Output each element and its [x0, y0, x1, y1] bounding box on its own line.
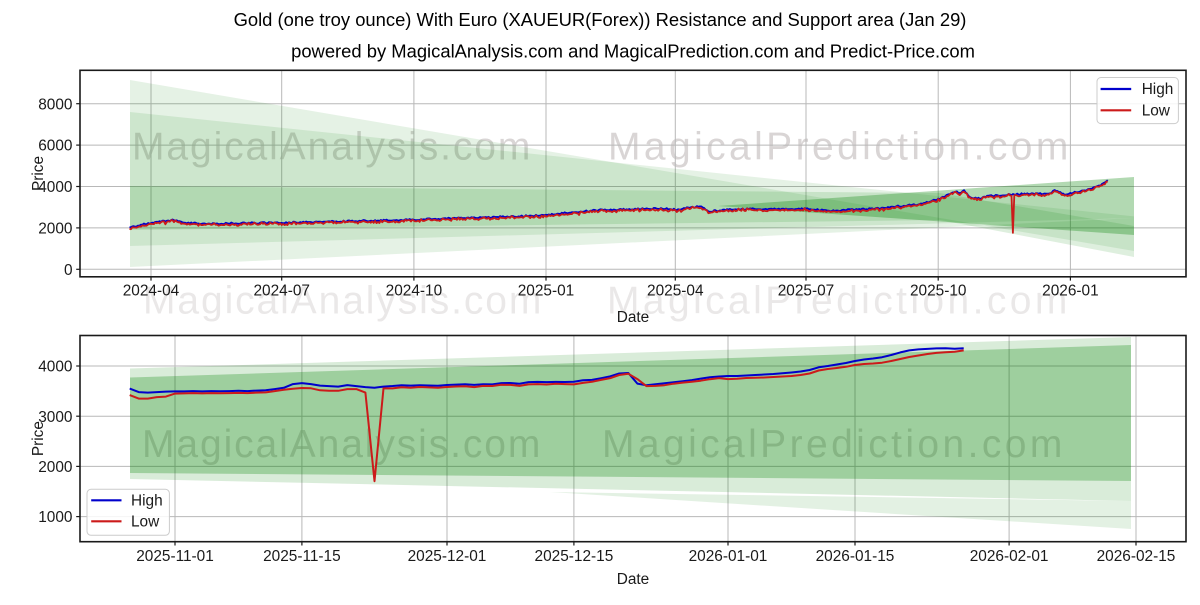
- svg-text:MagicalAnalysis.com: MagicalAnalysis.com: [132, 126, 532, 169]
- svg-text:MagicalPrediction.com: MagicalPrediction.com: [602, 423, 1066, 466]
- svg-text:2025-01: 2025-01: [518, 283, 574, 300]
- svg-text:0: 0: [64, 262, 73, 279]
- svg-text:powered by MagicalAnalysis.com: powered by MagicalAnalysis.com and Magic…: [291, 41, 975, 62]
- svg-text:4000: 4000: [38, 359, 72, 376]
- svg-text:2025-04: 2025-04: [647, 283, 704, 300]
- svg-text:2025-12-01: 2025-12-01: [408, 548, 487, 565]
- svg-text:MagicalAnalysis.com: MagicalAnalysis.com: [142, 423, 542, 466]
- svg-text:Date: Date: [617, 571, 650, 588]
- svg-text:2025-07: 2025-07: [778, 283, 834, 300]
- svg-text:1000: 1000: [38, 509, 72, 526]
- svg-text:Price: Price: [30, 421, 47, 456]
- svg-text:Date: Date: [617, 309, 650, 326]
- svg-text:Price: Price: [30, 156, 47, 191]
- svg-text:4000: 4000: [38, 179, 72, 196]
- svg-text:2026-01: 2026-01: [1042, 283, 1098, 300]
- svg-text:6000: 6000: [38, 138, 72, 155]
- svg-text:High: High: [1142, 81, 1174, 98]
- svg-text:2000: 2000: [38, 459, 72, 476]
- svg-text:MagicalPrediction.com: MagicalPrediction.com: [608, 126, 1072, 169]
- svg-text:2026-01-15: 2026-01-15: [816, 548, 895, 565]
- svg-text:2025-11-15: 2025-11-15: [263, 548, 341, 565]
- svg-text:Low: Low: [131, 513, 160, 530]
- svg-text:MagicalAnalysis.com: MagicalAnalysis.com: [143, 280, 543, 323]
- svg-text:High: High: [131, 492, 163, 509]
- svg-text:2000: 2000: [38, 221, 72, 238]
- svg-text:Low: Low: [1142, 102, 1171, 119]
- svg-text:2026-02-01: 2026-02-01: [970, 548, 1049, 565]
- svg-text:2024-07: 2024-07: [253, 283, 309, 300]
- svg-text:3000: 3000: [38, 409, 72, 426]
- svg-text:2026-02-15: 2026-02-15: [1097, 548, 1176, 565]
- svg-text:MagicalPrediction.com: MagicalPrediction.com: [607, 280, 1071, 323]
- svg-text:2025-10: 2025-10: [910, 283, 966, 300]
- svg-text:2025-12-15: 2025-12-15: [535, 548, 614, 565]
- svg-text:Gold (one troy ounce) With Eur: Gold (one troy ounce) With Euro (XAUEUR(…: [234, 9, 967, 30]
- svg-text:8000: 8000: [38, 96, 72, 113]
- svg-text:2026-01-01: 2026-01-01: [689, 548, 768, 565]
- svg-text:2025-11-01: 2025-11-01: [136, 548, 214, 565]
- svg-text:2024-04: 2024-04: [123, 283, 180, 300]
- svg-text:2024-10: 2024-10: [386, 283, 442, 300]
